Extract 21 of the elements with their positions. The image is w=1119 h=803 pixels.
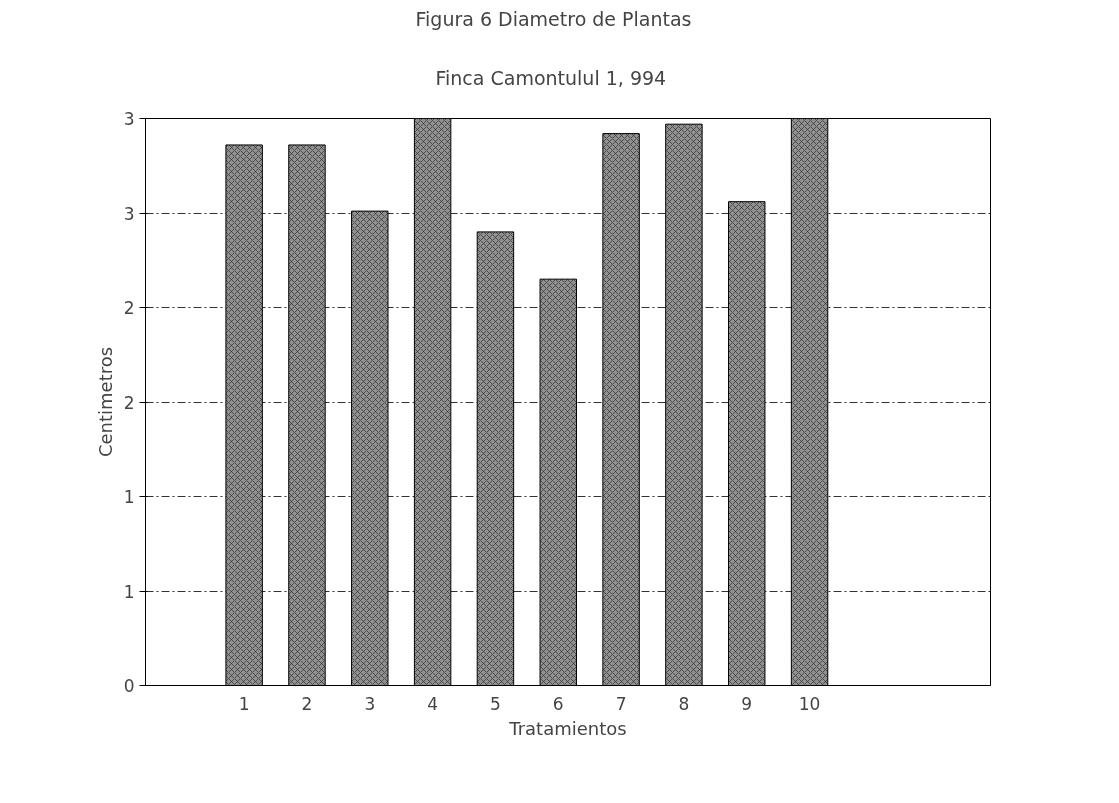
chart-title: Figura 6 Diametro de Plantas [415, 7, 692, 30]
x-tick-label: 9 [741, 693, 753, 714]
y-tick-label: 3 [123, 203, 135, 224]
x-tick-label: 4 [427, 693, 439, 714]
x-tick-label: 6 [552, 693, 564, 714]
x-tick-label: 10 [798, 693, 821, 714]
x-tick-label: 1 [238, 693, 250, 714]
x-axis-title: Tratamientos [508, 717, 627, 739]
y-tick-label: 0 [123, 676, 135, 696]
y-tick-label: 3 [123, 109, 135, 129]
y-tick-label: 2 [123, 298, 135, 318]
y-tick-label: 1 [123, 487, 135, 507]
y-tick-label: 2 [123, 392, 135, 413]
x-tick-label: 8 [678, 693, 690, 714]
x-tick-label: 3 [364, 693, 376, 714]
chart-subtitle: Finca Camontulul 1, 994 [435, 66, 667, 89]
y-tick-label: 1 [123, 581, 135, 602]
x-tick-label: 2 [301, 693, 313, 714]
x-tick-label: 7 [615, 693, 627, 714]
x-tick-label: 5 [490, 693, 501, 714]
y-axis-title: Centimetros [94, 346, 116, 458]
